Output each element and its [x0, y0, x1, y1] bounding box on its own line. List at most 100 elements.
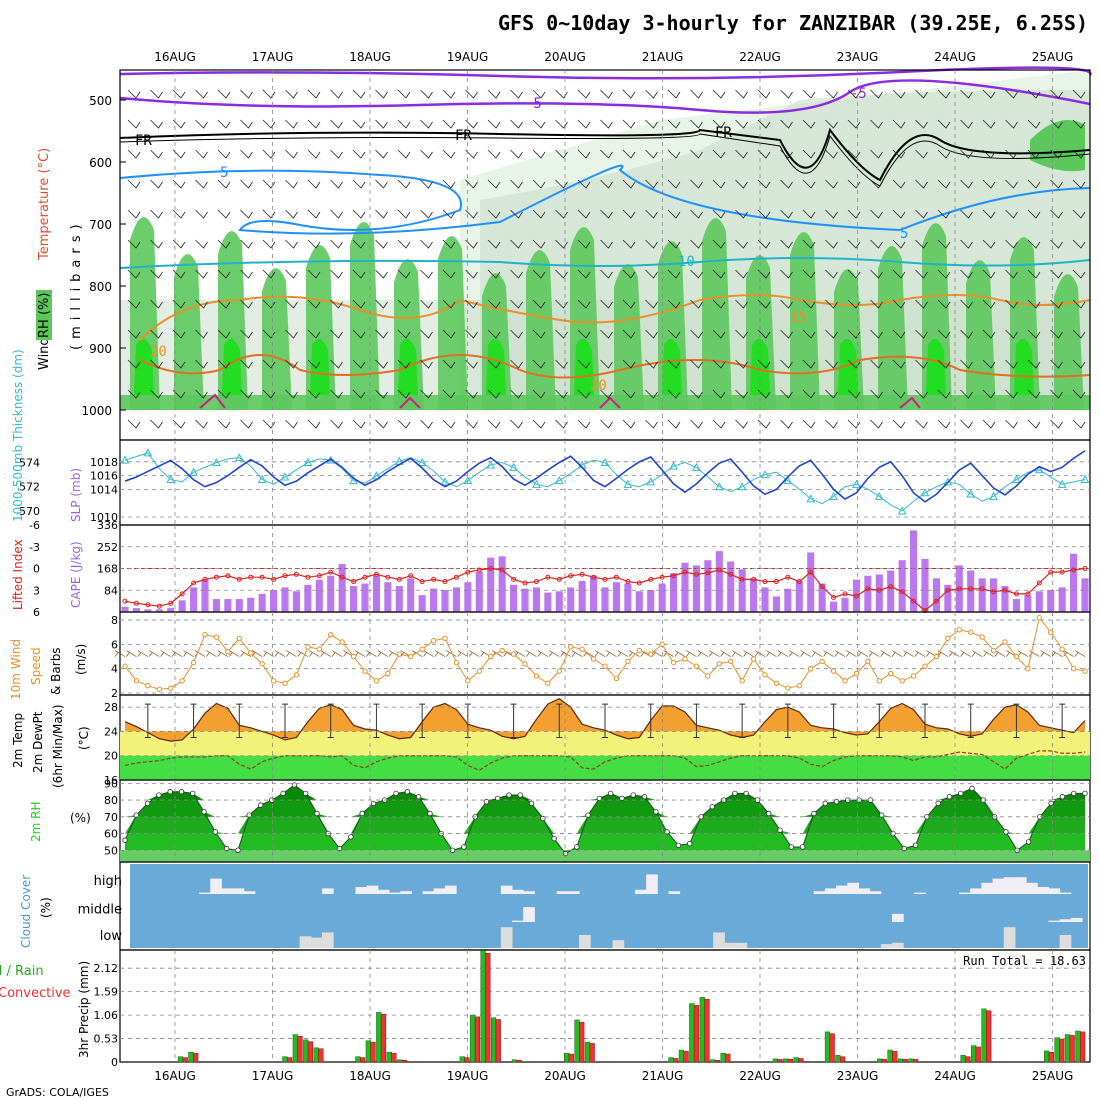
date-label-top: 23AUG [837, 50, 879, 64]
wind-barb [1027, 389, 1041, 399]
wind-barb [465, 299, 478, 309]
wind-barb [217, 329, 231, 339]
precip-bar-convective [307, 1041, 314, 1063]
wind-barb [195, 239, 208, 249]
wind-barb [690, 239, 703, 249]
wind10-ylabel2: Speed [29, 647, 43, 685]
wind-barb [1050, 419, 1063, 429]
wind-barb [960, 89, 973, 99]
ylabel-rh: RH (%) [37, 293, 52, 338]
wind-barb [915, 359, 928, 369]
wind10-barb [800, 650, 811, 657]
wind-barb [757, 89, 771, 99]
wind10-marker [190, 659, 197, 666]
wind-barb [150, 239, 163, 249]
cape-bar [864, 575, 872, 612]
wind-barb [510, 89, 523, 99]
li-marker [648, 576, 654, 582]
wind-barb [465, 209, 478, 219]
cloud-bar-high [523, 891, 535, 894]
wind-barb [892, 89, 906, 99]
cape-bar [407, 578, 415, 612]
wind-barb [757, 269, 771, 279]
cloud-bar-high [959, 892, 971, 894]
wind-barb [217, 149, 231, 159]
cape-bar [372, 575, 380, 612]
wind-barb [240, 299, 253, 309]
wind-barb [285, 209, 298, 219]
wind10-marker [350, 653, 357, 660]
li-marker [1059, 569, 1065, 575]
wind-barb [825, 209, 838, 219]
wind-barb [442, 179, 456, 189]
wind-barb [982, 89, 996, 99]
wind-barb [712, 239, 726, 249]
wind-barb [532, 299, 546, 309]
cloud-bg [130, 864, 1088, 948]
cloud-bar-high [668, 891, 681, 894]
wind-barb [982, 389, 996, 399]
wind-barb [1050, 119, 1063, 129]
wind10-barb [628, 650, 640, 657]
wind-barb [532, 209, 546, 219]
wind-barb [667, 419, 681, 429]
cape-bar [1024, 595, 1032, 612]
rh2m-marker [223, 845, 230, 852]
wind-barb [982, 359, 996, 369]
cape-bar [750, 578, 758, 612]
cape-bar [1081, 578, 1089, 612]
wind-barb [262, 119, 276, 129]
wind-tick-label: 8 [111, 614, 118, 627]
cape-bar [441, 589, 449, 612]
wind10-marker [613, 675, 620, 682]
wind-barb [667, 89, 681, 99]
wind-barb [465, 149, 478, 159]
rh-column-bright [222, 338, 242, 395]
wind-barb [127, 389, 141, 399]
wind-barb [127, 179, 141, 189]
wind10-marker [728, 658, 734, 665]
wind-barb [892, 179, 906, 189]
cape-bar [292, 591, 300, 612]
isotherm-label: FR [455, 128, 472, 144]
wind-barb [172, 209, 186, 219]
rh2m-marker [257, 802, 264, 808]
precip-bar-total [678, 1049, 684, 1063]
precip-bar-convective [474, 1016, 480, 1063]
wind-barb [690, 269, 703, 279]
wind-barb [1027, 299, 1041, 309]
wind-barb [915, 119, 928, 129]
wind-barb [555, 269, 568, 279]
thickness-marker [1057, 479, 1067, 488]
wind10-marker [305, 644, 311, 650]
wind-barb [780, 419, 793, 429]
wind-barb [712, 209, 726, 219]
wind-barb [217, 239, 231, 249]
precip-bar-total [574, 1019, 580, 1063]
wind-barb [487, 209, 501, 219]
thickness-marker [760, 470, 770, 479]
wind10-marker [476, 668, 482, 674]
wind10-marker [750, 656, 757, 662]
cape-bar [681, 562, 689, 612]
thickness-marker [646, 477, 656, 486]
wind-barb [690, 419, 703, 429]
wind-barb [825, 179, 838, 189]
wind10-marker [945, 635, 951, 642]
cape-ylabel: CAPE (J/kg) [69, 541, 83, 608]
rh2m-marker [935, 800, 941, 807]
wind-barb [735, 299, 748, 309]
wind-barb [600, 299, 613, 309]
wind10-barb [434, 650, 446, 657]
wind-barb [1072, 179, 1086, 189]
li-marker [213, 574, 219, 580]
precip-bar-total [313, 1047, 319, 1063]
cape-bar [212, 599, 220, 612]
precip-bar-total [981, 1008, 987, 1063]
wind-barb [307, 149, 321, 159]
wind-barb [1072, 209, 1086, 219]
wind-barb [622, 419, 636, 429]
cape-bar [772, 596, 780, 612]
wind10-marker [282, 680, 288, 686]
wind-barb [285, 239, 298, 249]
